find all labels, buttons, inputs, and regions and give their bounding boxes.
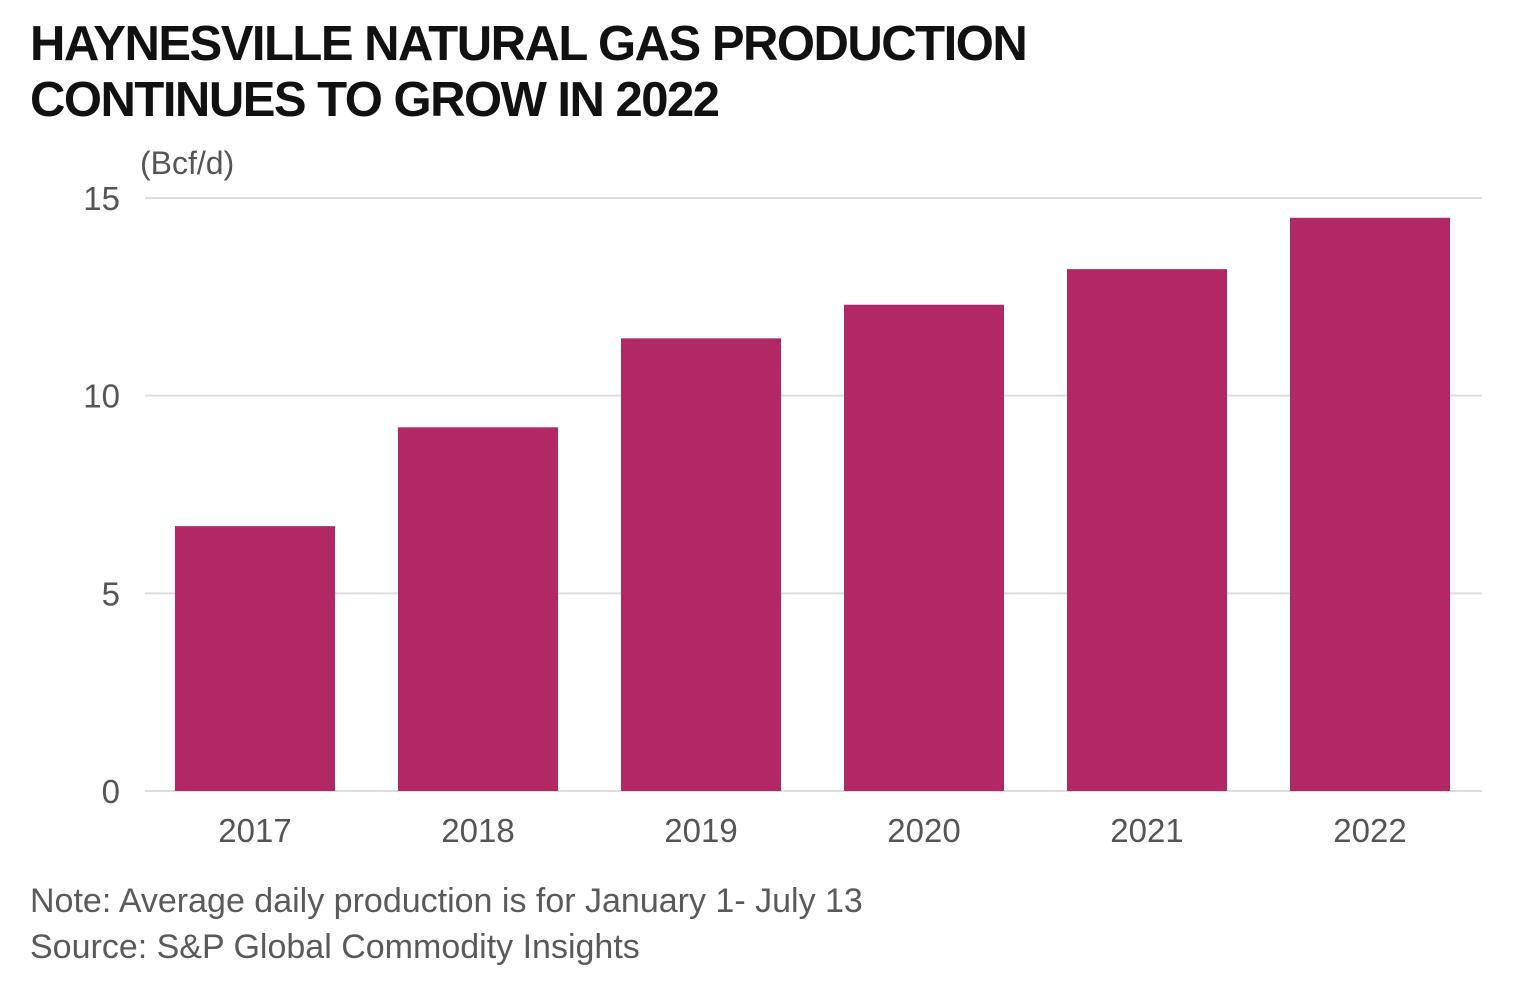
- bar: [844, 304, 1004, 791]
- bar: [1067, 269, 1227, 791]
- y-tick-label: 15: [83, 180, 120, 217]
- bar: [621, 338, 781, 791]
- x-tick-label: 2020: [887, 812, 960, 849]
- source-note: Source: S&P Global Commodity Insights: [30, 928, 640, 966]
- x-tick-label: 2019: [664, 812, 737, 849]
- x-tick-label: 2022: [1333, 812, 1406, 849]
- y-axis-unit-label: (Bcf/d): [140, 145, 235, 181]
- y-tick-label: 0: [102, 773, 120, 810]
- x-tick-label: 2018: [441, 812, 514, 849]
- x-tick-label: 2021: [1110, 812, 1183, 849]
- chart-title-line-1: HAYNESVILLE NATURAL GAS PRODUCTION: [30, 17, 1028, 71]
- bar: [1290, 217, 1450, 791]
- y-tick-label: 10: [83, 378, 120, 415]
- bar: [175, 526, 335, 791]
- chart-title: HAYNESVILLE NATURAL GAS PRODUCTION CONTI…: [30, 16, 1430, 128]
- x-tick-label: 2017: [218, 812, 291, 849]
- bar: [398, 427, 558, 791]
- chart-footer: Note: Average daily production is for Ja…: [30, 878, 863, 970]
- footnote: Note: Average daily production is for Ja…: [30, 882, 863, 920]
- bar-chart: 0 5 10 15 2017 2018 2019 2020 2021 2022: [83, 180, 1482, 849]
- y-tick-label: 5: [102, 575, 120, 612]
- chart-title-line-2: CONTINUES TO GROW IN 2022: [30, 73, 720, 127]
